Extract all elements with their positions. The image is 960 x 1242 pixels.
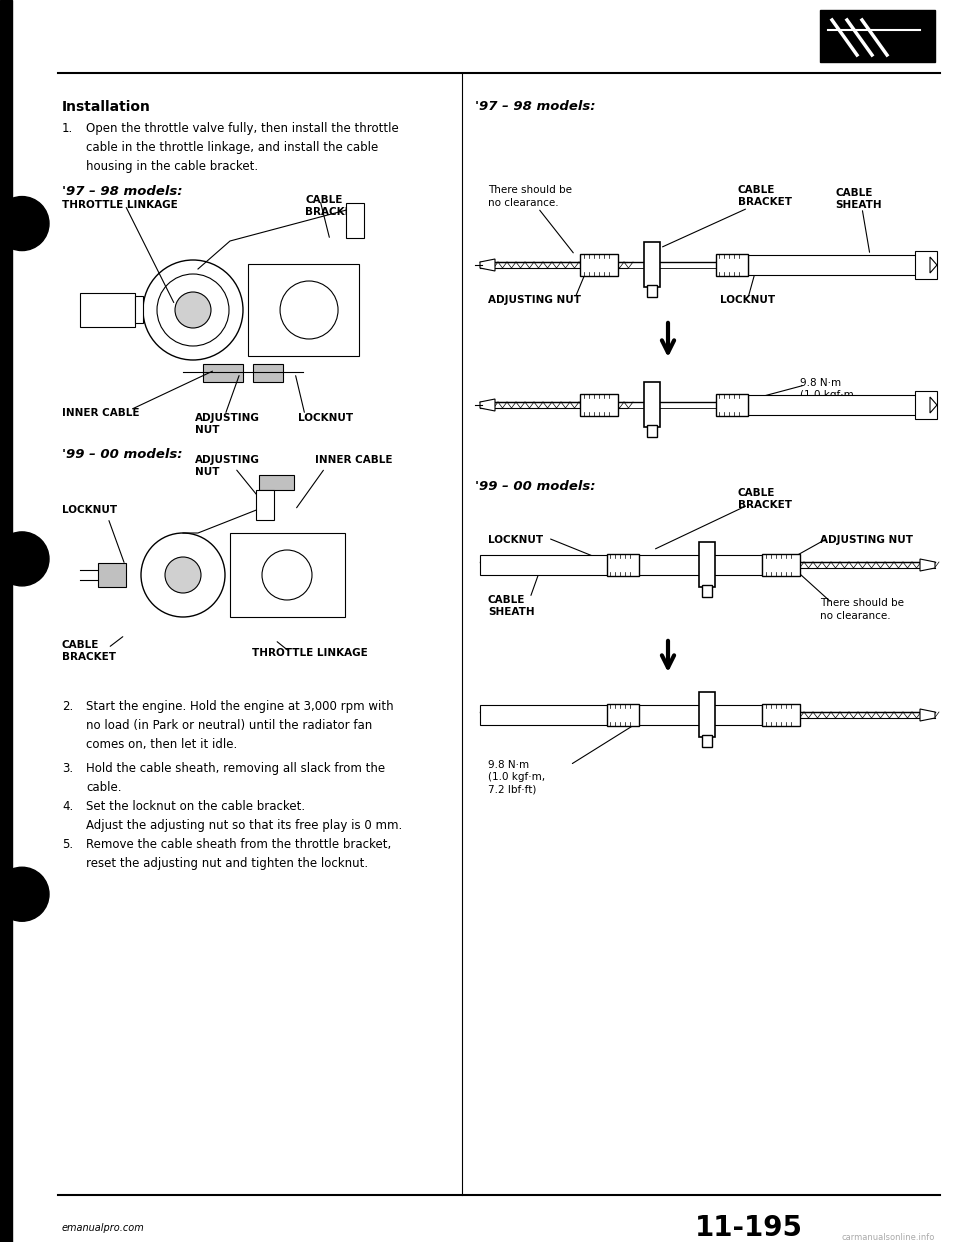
Text: CABLE
BRACKET: CABLE BRACKET: [738, 185, 792, 206]
Bar: [98, 563, 126, 587]
Text: CABLE
BRACKET: CABLE BRACKET: [738, 488, 792, 509]
Text: 1.: 1.: [62, 122, 73, 135]
Text: '99 – 00 models:: '99 – 00 models:: [62, 448, 182, 461]
Circle shape: [165, 556, 201, 592]
Text: 9.8 N·m
(1.0 kgf·m,
7.2 lbf·ft): 9.8 N·m (1.0 kgf·m, 7.2 lbf·ft): [800, 378, 857, 412]
Bar: [644, 383, 660, 427]
Bar: [915, 251, 937, 279]
Bar: [748, 395, 935, 415]
Text: CABLE
BRACKET: CABLE BRACKET: [62, 640, 116, 662]
Text: ADJUSTING
NUT: ADJUSTING NUT: [195, 455, 260, 477]
Bar: [248, 265, 359, 356]
Text: ADJUSTING NUT: ADJUSTING NUT: [820, 535, 913, 545]
Text: CABLE
SHEATH: CABLE SHEATH: [835, 188, 881, 210]
Text: 4.: 4.: [62, 800, 73, 814]
Text: Remove the cable sheath from the throttle bracket,
reset the adjusting nut and t: Remove the cable sheath from the throttl…: [86, 838, 392, 869]
Bar: [135, 296, 143, 323]
Text: LOCKNUT: LOCKNUT: [720, 296, 775, 306]
Text: 2.: 2.: [62, 700, 73, 713]
Circle shape: [0, 532, 49, 586]
Text: THROTTLE LINKAGE: THROTTLE LINKAGE: [62, 200, 178, 210]
Bar: [702, 735, 712, 746]
Text: There should be
no clearance.: There should be no clearance.: [488, 185, 572, 209]
Bar: [230, 533, 345, 617]
Text: Set the locknut on the cable bracket.
Adjust the adjusting nut so that its free : Set the locknut on the cable bracket. Ad…: [86, 800, 402, 832]
Bar: [580, 394, 618, 416]
Text: Open the throttle valve fully, then install the throttle
cable in the throttle l: Open the throttle valve fully, then inst…: [86, 122, 398, 173]
Text: 3.: 3.: [62, 763, 73, 775]
Bar: [256, 491, 274, 520]
Text: '97 – 98 models:: '97 – 98 models:: [62, 185, 182, 197]
Bar: [699, 542, 715, 587]
Polygon shape: [920, 709, 935, 722]
Text: CABLE
SHEATH: CABLE SHEATH: [488, 595, 535, 616]
Circle shape: [175, 292, 211, 328]
Circle shape: [0, 196, 49, 251]
Text: There should be
no clearance.: There should be no clearance.: [820, 597, 904, 621]
Bar: [915, 391, 937, 419]
Bar: [647, 425, 657, 437]
Polygon shape: [920, 559, 935, 571]
Bar: [607, 704, 639, 727]
Text: Installation: Installation: [62, 101, 151, 114]
Bar: [80, 293, 135, 327]
Bar: [0, 0, 12, 1242]
Circle shape: [0, 867, 49, 922]
Text: Start the engine. Hold the engine at 3,000 rpm with
no load (in Park or neutral): Start the engine. Hold the engine at 3,0…: [86, 700, 394, 751]
Bar: [716, 394, 748, 416]
Text: THROTTLE LINKAGE: THROTTLE LINKAGE: [252, 648, 368, 658]
Text: carmanualsonline.info: carmanualsonline.info: [842, 1233, 935, 1242]
Bar: [647, 284, 657, 297]
Polygon shape: [480, 399, 495, 411]
Text: 9.8 N·m
(1.0 kgf·m,
7.2 lbf·ft): 9.8 N·m (1.0 kgf·m, 7.2 lbf·ft): [488, 760, 545, 795]
Polygon shape: [480, 260, 495, 271]
Text: INNER CABLE: INNER CABLE: [62, 409, 139, 419]
Bar: [699, 692, 715, 737]
Bar: [75, 195, 445, 425]
Text: LOCKNUT: LOCKNUT: [62, 505, 117, 515]
Bar: [480, 705, 762, 725]
Bar: [259, 474, 294, 491]
Text: '99 – 00 models:: '99 – 00 models:: [475, 479, 595, 493]
Text: LOCKNUT: LOCKNUT: [298, 414, 353, 424]
Text: ADJUSTING
NUT: ADJUSTING NUT: [195, 414, 260, 435]
Bar: [253, 364, 283, 383]
Text: INNER CABLE: INNER CABLE: [315, 455, 393, 465]
Bar: [762, 704, 800, 727]
Bar: [644, 242, 660, 287]
Bar: [716, 255, 748, 276]
Text: ADJUSTING NUT: ADJUSTING NUT: [488, 296, 581, 306]
Polygon shape: [930, 257, 937, 273]
Bar: [820, 10, 935, 62]
Bar: [762, 554, 800, 576]
Bar: [480, 555, 762, 575]
Bar: [346, 202, 364, 238]
Bar: [748, 255, 935, 274]
Text: LOCKNUT: LOCKNUT: [488, 535, 543, 545]
Bar: [607, 554, 639, 576]
Text: 5.: 5.: [62, 838, 73, 851]
Text: CABLE
BRACKET: CABLE BRACKET: [305, 195, 359, 216]
Bar: [702, 585, 712, 597]
Bar: [580, 255, 618, 276]
Bar: [75, 469, 435, 681]
Text: 11-195: 11-195: [695, 1213, 803, 1242]
Text: emanualpro.com: emanualpro.com: [62, 1223, 145, 1233]
Polygon shape: [930, 397, 937, 414]
Text: Hold the cable sheath, removing all slack from the
cable.: Hold the cable sheath, removing all slac…: [86, 763, 385, 794]
Bar: [203, 364, 243, 383]
Text: '97 – 98 models:: '97 – 98 models:: [475, 101, 595, 113]
